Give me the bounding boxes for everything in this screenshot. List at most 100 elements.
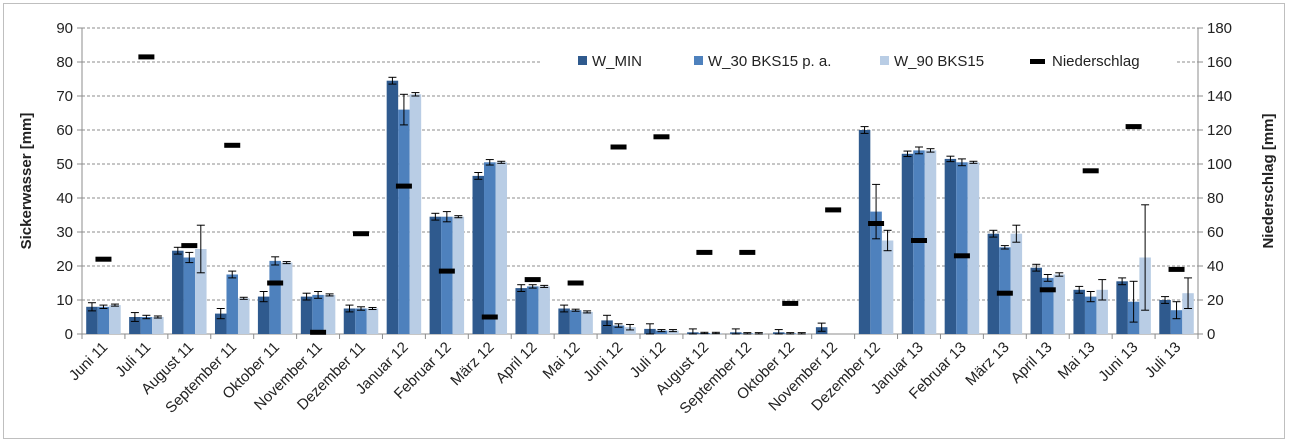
bar-w-min xyxy=(601,320,613,334)
bar-w-90-bks15 xyxy=(581,311,593,334)
niederschlag-marker xyxy=(138,54,155,60)
bar-w-min xyxy=(858,130,871,334)
legend-label: W_MIN xyxy=(592,53,642,70)
y-tick-label: 70 xyxy=(56,88,73,105)
bar-w-90-bks15 xyxy=(495,162,508,334)
y-tick-label: 40 xyxy=(56,190,73,207)
niederschlag-marker xyxy=(739,249,756,255)
y2-tick-label: 40 xyxy=(1207,258,1224,275)
niederschlag-marker xyxy=(481,314,498,320)
bar-w-90-bks15 xyxy=(195,249,207,334)
niederschlag-marker xyxy=(353,231,369,237)
y2-tick-label: 120 xyxy=(1207,122,1232,139)
niederschlag-marker xyxy=(567,280,584,286)
x-tick-label: April 13 xyxy=(1008,339,1056,387)
niederschlag-marker xyxy=(868,221,885,226)
bar-w-90-bks15 xyxy=(538,286,550,334)
y2-axis-title: Niederschlag [mm] xyxy=(1260,113,1277,248)
niederschlag-marker xyxy=(1082,168,1099,174)
niederschlag-marker xyxy=(782,300,799,306)
bar-w-30-bks15-p-a- xyxy=(1084,296,1097,334)
niederschlag-marker xyxy=(911,238,927,243)
y2-tick-label: 0 xyxy=(1207,326,1215,343)
bar-w-30-bks15-p-a- xyxy=(312,294,324,334)
niederschlag-marker xyxy=(953,253,970,259)
bar-w-90-bks15 xyxy=(1053,274,1066,334)
niederschlag-marker xyxy=(996,290,1013,296)
bar-w-30-bks15-p-a- xyxy=(870,211,882,334)
bar-w-30-bks15-p-a- xyxy=(612,325,625,334)
y-tick-label: 10 xyxy=(56,292,73,309)
bar-w-min xyxy=(901,153,914,334)
niederschlag-marker xyxy=(1125,124,1142,130)
bar-w-min xyxy=(86,306,98,334)
y-tick-label: 90 xyxy=(56,20,73,37)
bar-w-30-bks15-p-a- xyxy=(140,317,153,334)
bar-w-min xyxy=(300,296,313,334)
niederschlag-marker xyxy=(610,144,627,150)
bar-w-min xyxy=(558,308,570,334)
niederschlag-marker xyxy=(1168,266,1185,272)
bar-w-min xyxy=(472,175,485,334)
x-tick-label: Juni 13 xyxy=(1095,339,1141,385)
legend-label: W_90 BKS15 xyxy=(894,53,984,70)
y-tick-label: 20 xyxy=(56,258,73,275)
y2-tick-label: 60 xyxy=(1207,224,1224,241)
legend-label: Niederschlag xyxy=(1052,53,1140,70)
bar-w-30-bks15-p-a- xyxy=(999,247,1011,334)
bar-w-30-bks15-p-a- xyxy=(484,162,496,334)
y-tick-label: 50 xyxy=(56,156,73,173)
x-tick-label: April 12 xyxy=(493,339,541,387)
niederschlag-marker xyxy=(181,243,198,249)
bar-w-30-bks15-p-a- xyxy=(526,286,539,334)
x-tick-label: Juni 11 xyxy=(66,339,111,384)
x-tick-label: Juli 13 xyxy=(1142,339,1185,382)
bar-w-min xyxy=(515,288,527,334)
bar-w-90-bks15 xyxy=(323,294,336,334)
bar-w-min xyxy=(129,317,141,334)
bar-w-min xyxy=(386,80,399,334)
y2-tick-label: 140 xyxy=(1207,88,1232,105)
bar-w-30-bks15-p-a- xyxy=(441,216,453,334)
bar-w-90-bks15 xyxy=(1096,289,1108,334)
legend-swatch xyxy=(694,56,703,65)
bar-w-90-bks15 xyxy=(1010,233,1023,334)
bar-w-90-bks15 xyxy=(237,298,250,334)
bar-w-min xyxy=(987,233,1000,334)
y2-tick-label: 80 xyxy=(1207,190,1224,207)
niederschlag-marker xyxy=(438,268,455,274)
legend-background xyxy=(540,44,1176,78)
y-tick-label: 0 xyxy=(65,326,73,343)
bar-w-90-bks15 xyxy=(967,162,980,334)
bar-w-90-bks15 xyxy=(624,327,636,334)
bar-w-30-bks15-p-a- xyxy=(956,162,968,334)
niederschlag-marker xyxy=(310,329,327,335)
niederschlag-marker xyxy=(224,142,241,148)
bar-w-90-bks15 xyxy=(881,240,894,334)
niederschlag-marker xyxy=(825,207,842,213)
bar-w-30-bks15-p-a- xyxy=(183,257,196,334)
bar-w-90-bks15 xyxy=(924,150,937,334)
bar-w-30-bks15-p-a- xyxy=(269,260,281,334)
niederschlag-marker xyxy=(267,280,284,286)
x-tick-label: März 13 xyxy=(962,339,1012,389)
bar-w-30-bks15-p-a- xyxy=(1042,277,1054,334)
x-tick-label: März 12 xyxy=(447,339,497,389)
legend-swatch xyxy=(880,56,889,65)
y-tick-label: 30 xyxy=(56,224,73,241)
legend-swatch xyxy=(578,56,587,65)
niederschlag-marker xyxy=(524,277,541,283)
bar-w-min xyxy=(1030,267,1043,334)
bar-w-min xyxy=(1073,289,1085,334)
bar-w-30-bks15-p-a- xyxy=(398,109,410,334)
niederschlag-marker xyxy=(653,134,670,140)
bar-w-90-bks15 xyxy=(152,317,164,334)
legend-label: W_30 BKS15 p. a. xyxy=(708,53,831,70)
bar-w-90-bks15 xyxy=(1182,293,1194,334)
y2-tick-label: 100 xyxy=(1207,156,1232,173)
bar-w-90-bks15 xyxy=(409,94,422,334)
bar-w-min xyxy=(944,158,957,334)
y2-tick-label: 180 xyxy=(1207,20,1232,37)
x-tick-label: Juni 12 xyxy=(580,339,626,385)
